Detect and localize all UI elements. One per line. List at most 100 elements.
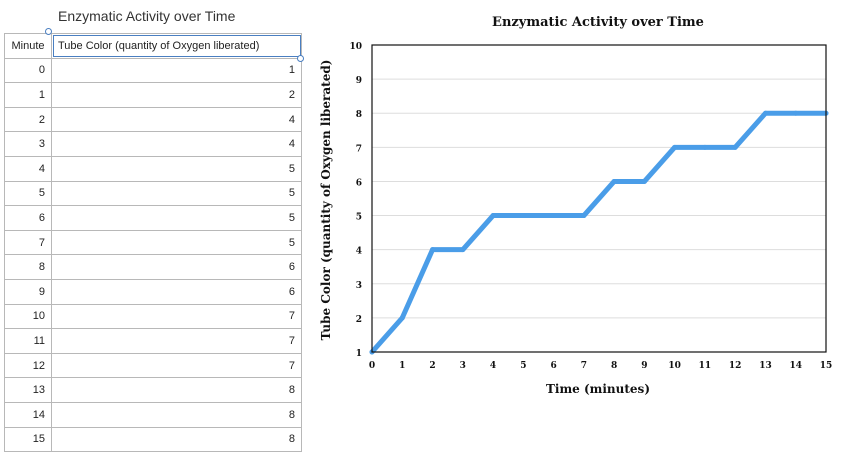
x-tick-label: 9 [641, 361, 647, 371]
data-point [611, 178, 617, 184]
y-tick-label: 4 [356, 247, 362, 257]
column-header-minute[interactable]: Minute [4, 33, 52, 59]
cell-tube-color[interactable]: 6 [51, 278, 302, 305]
cell-minute[interactable]: 6 [4, 205, 52, 231]
cell-tube-color[interactable]: 5 [51, 205, 302, 231]
data-point [430, 247, 436, 253]
table-title: Enzymatic Activity over Time [58, 8, 236, 24]
data-point [581, 213, 587, 219]
y-tick-label: 1 [356, 349, 362, 359]
column-header-tube-color[interactable]: Tube Color (quantity of Oxygen liberated… [51, 33, 302, 59]
cell-tube-color[interactable]: 1 [51, 57, 302, 84]
data-point [672, 144, 678, 150]
table-row: 11 7 [4, 328, 302, 354]
cell-minute[interactable]: 0 [4, 57, 52, 84]
cell-minute[interactable]: 12 [4, 352, 52, 379]
line-chart: Enzymatic Activity over Time Time (minut… [319, 15, 832, 396]
cell-tube-color[interactable]: 4 [51, 131, 302, 157]
y-tick-label: 9 [356, 76, 362, 86]
cell-tube-color[interactable]: 4 [51, 106, 302, 133]
x-tick-label: 0 [369, 361, 375, 371]
x-tick-label: 6 [550, 361, 556, 371]
cell-minute[interactable]: 10 [4, 303, 52, 330]
cell-minute[interactable]: 11 [4, 328, 52, 354]
cell-tube-color[interactable]: 5 [51, 155, 302, 182]
data-point [702, 144, 708, 150]
cell-minute[interactable]: 7 [4, 229, 52, 256]
data-point [460, 247, 466, 253]
cell-minute[interactable]: 2 [4, 106, 52, 133]
x-tick-label: 15 [820, 361, 833, 371]
selection-handle-top-left[interactable] [45, 28, 52, 35]
y-tick-label: 5 [356, 213, 362, 223]
selection-handle-bottom-right[interactable] [297, 55, 304, 62]
cell-minute[interactable]: 3 [4, 131, 52, 157]
y-tick-label: 2 [356, 315, 362, 325]
series-group [369, 110, 829, 355]
data-point [793, 110, 799, 116]
x-axis-label: Time (minutes) [546, 382, 650, 396]
y-tick-label: 8 [356, 110, 362, 120]
data-point [490, 213, 496, 219]
cell-tube-color[interactable]: 8 [51, 377, 302, 403]
cell-minute[interactable]: 8 [4, 254, 52, 280]
cell-minute[interactable]: 14 [4, 401, 52, 428]
y-tick-label: 10 [349, 42, 362, 52]
data-point [762, 110, 768, 116]
cell-tube-color[interactable]: 7 [51, 328, 302, 354]
y-tick-label: 6 [356, 178, 362, 188]
x-tick-label: 3 [460, 361, 466, 371]
table-row: 12 7 [4, 352, 302, 379]
plot-frame [371, 44, 827, 353]
x-tick-label: 12 [729, 361, 742, 371]
cell-tube-color[interactable]: 8 [51, 401, 302, 428]
x-tick-label: 7 [581, 361, 587, 371]
x-tick-label: 4 [490, 361, 496, 371]
cell-tube-color[interactable]: 6 [51, 254, 302, 280]
y-tick-label: 7 [356, 144, 362, 154]
cell-tube-color[interactable]: 2 [51, 82, 302, 108]
x-tick-label: 2 [429, 361, 435, 371]
chart-title: Enzymatic Activity over Time [492, 15, 704, 30]
data-point [399, 315, 405, 321]
x-tick-label: 8 [611, 361, 617, 371]
cell-minute[interactable]: 9 [4, 278, 52, 305]
data-point [641, 178, 647, 184]
cell-minute[interactable]: 15 [4, 426, 52, 453]
cell-tube-color[interactable]: 5 [51, 229, 302, 256]
x-tick-label: 5 [520, 361, 526, 371]
table-row: 13 8 [4, 377, 302, 403]
cell-tube-color[interactable]: 5 [51, 180, 302, 207]
table-row: 14 8 [4, 401, 302, 428]
cell-tube-color[interactable]: 8 [51, 426, 302, 453]
table-row: 15 8 [4, 426, 302, 453]
x-tick-label: 14 [789, 361, 802, 371]
y-axis-label: Tube Color (quantity of Oxygen liberated… [319, 60, 333, 341]
data-table: Minute Tube Color (quantity of Oxygen li… [4, 33, 302, 453]
cell-minute[interactable]: 13 [4, 377, 52, 403]
cell-minute[interactable]: 5 [4, 180, 52, 207]
data-point [732, 144, 738, 150]
cell-tube-color[interactable]: 7 [51, 303, 302, 330]
cell-minute[interactable]: 1 [4, 82, 52, 108]
data-point [551, 213, 557, 219]
x-tick-label: 11 [699, 361, 712, 371]
cell-minute[interactable]: 4 [4, 155, 52, 182]
x-tick-label: 10 [668, 361, 681, 371]
cell-tube-color[interactable]: 7 [51, 352, 302, 379]
x-tick-label: 13 [759, 361, 772, 371]
data-point [520, 213, 526, 219]
y-tick-label: 3 [356, 281, 362, 291]
series-line [369, 110, 829, 355]
